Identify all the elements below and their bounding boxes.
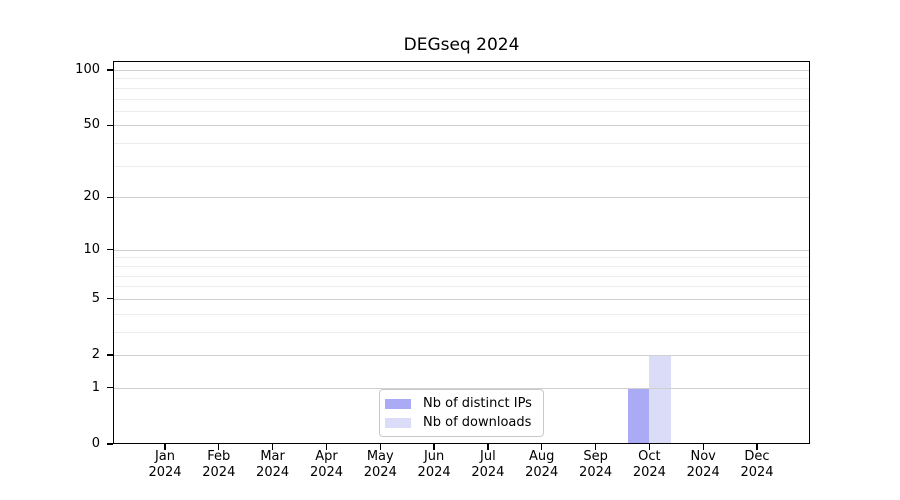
x-tick-label: Dec 2024	[725, 449, 789, 481]
x-tick-label: May 2024	[348, 449, 412, 481]
y-tick-label: 50	[83, 117, 100, 133]
major-gridline	[113, 387, 810, 389]
x-axis-tick	[594, 444, 597, 450]
y-tick-label: 5	[91, 290, 100, 306]
y-axis-tick	[107, 196, 113, 198]
minor-gridline	[113, 331, 810, 333]
x-axis-tick	[433, 444, 435, 450]
x-tick-label-year: 2024	[579, 465, 613, 480]
y-tick-label: 2	[91, 347, 100, 362]
legend-item: Nb of downloads	[385, 413, 537, 432]
y-tick-label: 10	[83, 241, 100, 257]
x-tick-label-month: Feb	[207, 449, 231, 464]
bar-nb-of-downloads	[649, 355, 671, 444]
x-tick-label: Oct 2024	[617, 449, 681, 481]
x-tick-label: Apr 2024	[295, 449, 359, 481]
x-tick-label-year: 2024	[363, 465, 397, 480]
x-axis-tick	[164, 444, 166, 450]
x-tick-label-year: 2024	[632, 465, 666, 480]
minor-gridline	[113, 275, 810, 277]
x-tick-label-year: 2024	[256, 465, 290, 480]
minor-gridline	[113, 98, 810, 100]
x-axis-tick	[756, 444, 758, 450]
x-tick-label-year: 2024	[309, 465, 344, 480]
major-gridline	[113, 298, 810, 300]
x-axis-tick	[648, 444, 651, 450]
y-axis-tick	[107, 249, 113, 251]
minor-gridline	[113, 165, 810, 167]
x-tick-label-year: 2024	[686, 465, 720, 480]
major-gridline	[113, 197, 810, 199]
legend-item: Nb of distinct IPs	[385, 394, 537, 413]
y-tick-label: 100	[75, 62, 100, 77]
x-axis-tick	[218, 444, 220, 450]
x-tick-label-month: Dec	[744, 449, 770, 464]
x-tick-label: Sep 2024	[564, 449, 628, 481]
minor-gridline	[113, 87, 810, 89]
legend-swatch	[385, 398, 411, 409]
y-tick-label: 0	[91, 436, 100, 451]
minor-gridline	[113, 78, 810, 80]
x-tick-label: Mar 2024	[241, 449, 305, 481]
x-tick-label: Aug 2024	[510, 449, 574, 481]
y-axis-tick	[107, 443, 113, 445]
major-gridline	[113, 70, 810, 71]
minor-gridline	[113, 265, 810, 267]
plot-area	[113, 61, 810, 444]
x-axis-tick	[487, 444, 489, 450]
x-axis-tick	[325, 444, 328, 450]
legend-swatch	[385, 417, 411, 428]
x-tick-label-month: Apr	[315, 449, 338, 464]
axes-frame	[113, 61, 810, 444]
y-tick-label: 1	[91, 379, 100, 395]
x-axis-tick	[271, 444, 274, 450]
x-tick-label: Feb 2024	[187, 449, 251, 481]
minor-gridline	[113, 313, 810, 315]
x-tick-label: Jul 2024	[456, 449, 520, 481]
x-tick-label-year: 2024	[417, 465, 451, 480]
legend: Nb of distinct IPs Nb of downloads	[379, 389, 544, 437]
x-tick-label-year: 2024	[525, 465, 559, 480]
x-tick-label-year: 2024	[740, 465, 774, 480]
major-gridline	[113, 355, 810, 356]
x-tick-label-month: Jan	[154, 449, 176, 464]
bar-nb-of-distinct-ips	[627, 387, 650, 444]
minor-gridline	[113, 286, 810, 288]
x-tick-label-year: 2024	[202, 465, 236, 480]
x-tick-label-year: 2024	[471, 465, 505, 480]
legend-label: Nb of distinct IPs	[423, 396, 532, 411]
x-tick-label-month: Aug	[528, 449, 555, 464]
x-tick-label-month: Oct	[638, 449, 661, 464]
major-gridline	[113, 249, 810, 251]
x-tick-label-month: Mar	[260, 449, 285, 464]
x-tick-label-month: May	[366, 449, 394, 464]
x-tick-label-month: Jun	[423, 449, 445, 464]
x-tick-label: Nov 2024	[671, 449, 735, 481]
y-axis-tick	[107, 298, 113, 300]
x-axis-tick	[541, 444, 543, 450]
x-tick-label: Jan 2024	[133, 449, 197, 481]
y-axis-tick	[107, 69, 113, 71]
major-gridline	[113, 125, 810, 127]
y-axis-tick	[107, 354, 113, 356]
minor-gridline	[113, 257, 810, 259]
x-axis-tick	[379, 444, 381, 450]
x-tick-label-year: 2024	[148, 465, 182, 480]
x-tick-label-month: Sep	[583, 449, 608, 464]
y-axis-tick	[107, 387, 113, 389]
y-axis-tick	[107, 124, 113, 127]
minor-gridline	[113, 143, 810, 145]
chart-title: DEGseq 2024	[403, 35, 520, 55]
x-tick-label-month: Jul	[480, 449, 496, 464]
x-axis-tick	[702, 444, 704, 450]
legend-label: Nb of downloads	[423, 415, 532, 430]
x-tick-label-month: Nov	[690, 449, 716, 464]
minor-gridline	[113, 110, 810, 112]
y-tick-label: 20	[83, 189, 100, 205]
x-tick-label: Jun 2024	[402, 449, 466, 481]
